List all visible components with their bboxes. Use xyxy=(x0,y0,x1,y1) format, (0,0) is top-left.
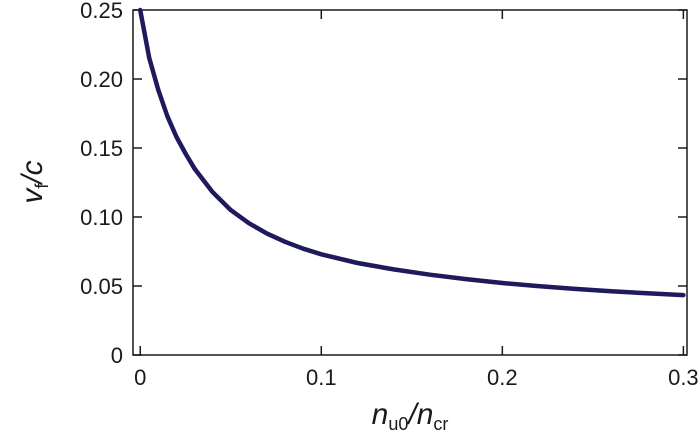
x-axis-label-main: n xyxy=(372,398,389,431)
series-group xyxy=(137,7,686,298)
x-axis-ticks: 0 0.1 0.2 0.3 xyxy=(134,10,699,390)
y-tick-label: 0.15 xyxy=(80,136,123,161)
x-axis-label-sub2: cr xyxy=(433,414,448,434)
y-axis-label-sep: / xyxy=(16,173,49,186)
x-tick-label: 0.2 xyxy=(487,365,518,390)
series-line xyxy=(137,7,686,298)
y-axis-label-sub: f xyxy=(32,183,52,189)
plot-frame xyxy=(132,9,688,356)
y-tick-label: 0.20 xyxy=(80,67,123,92)
y-tick-label: 0.10 xyxy=(80,205,123,230)
y-tick-label: 0.25 xyxy=(80,0,123,23)
x-axis-label-main2: n xyxy=(417,398,434,431)
x-axis-label: nu0/ncr xyxy=(372,398,449,434)
x-axis-label-sub: u0 xyxy=(388,414,408,434)
y-axis-label-main2: c xyxy=(16,160,49,175)
y-tick-label: 0 xyxy=(111,343,123,368)
y-tick-label: 0.05 xyxy=(80,274,123,299)
x-axis-label-sep: / xyxy=(406,398,419,431)
x-tick-label: 0 xyxy=(134,365,146,390)
y-axis-label-main: v xyxy=(16,187,49,204)
x-tick-label: 0.1 xyxy=(306,365,337,390)
x-tick-label: 0.3 xyxy=(668,365,699,390)
y-axis-ticks: 0 0.05 0.10 0.15 0.20 0.25 xyxy=(80,0,687,368)
y-axis-label: vf/c xyxy=(16,160,52,203)
